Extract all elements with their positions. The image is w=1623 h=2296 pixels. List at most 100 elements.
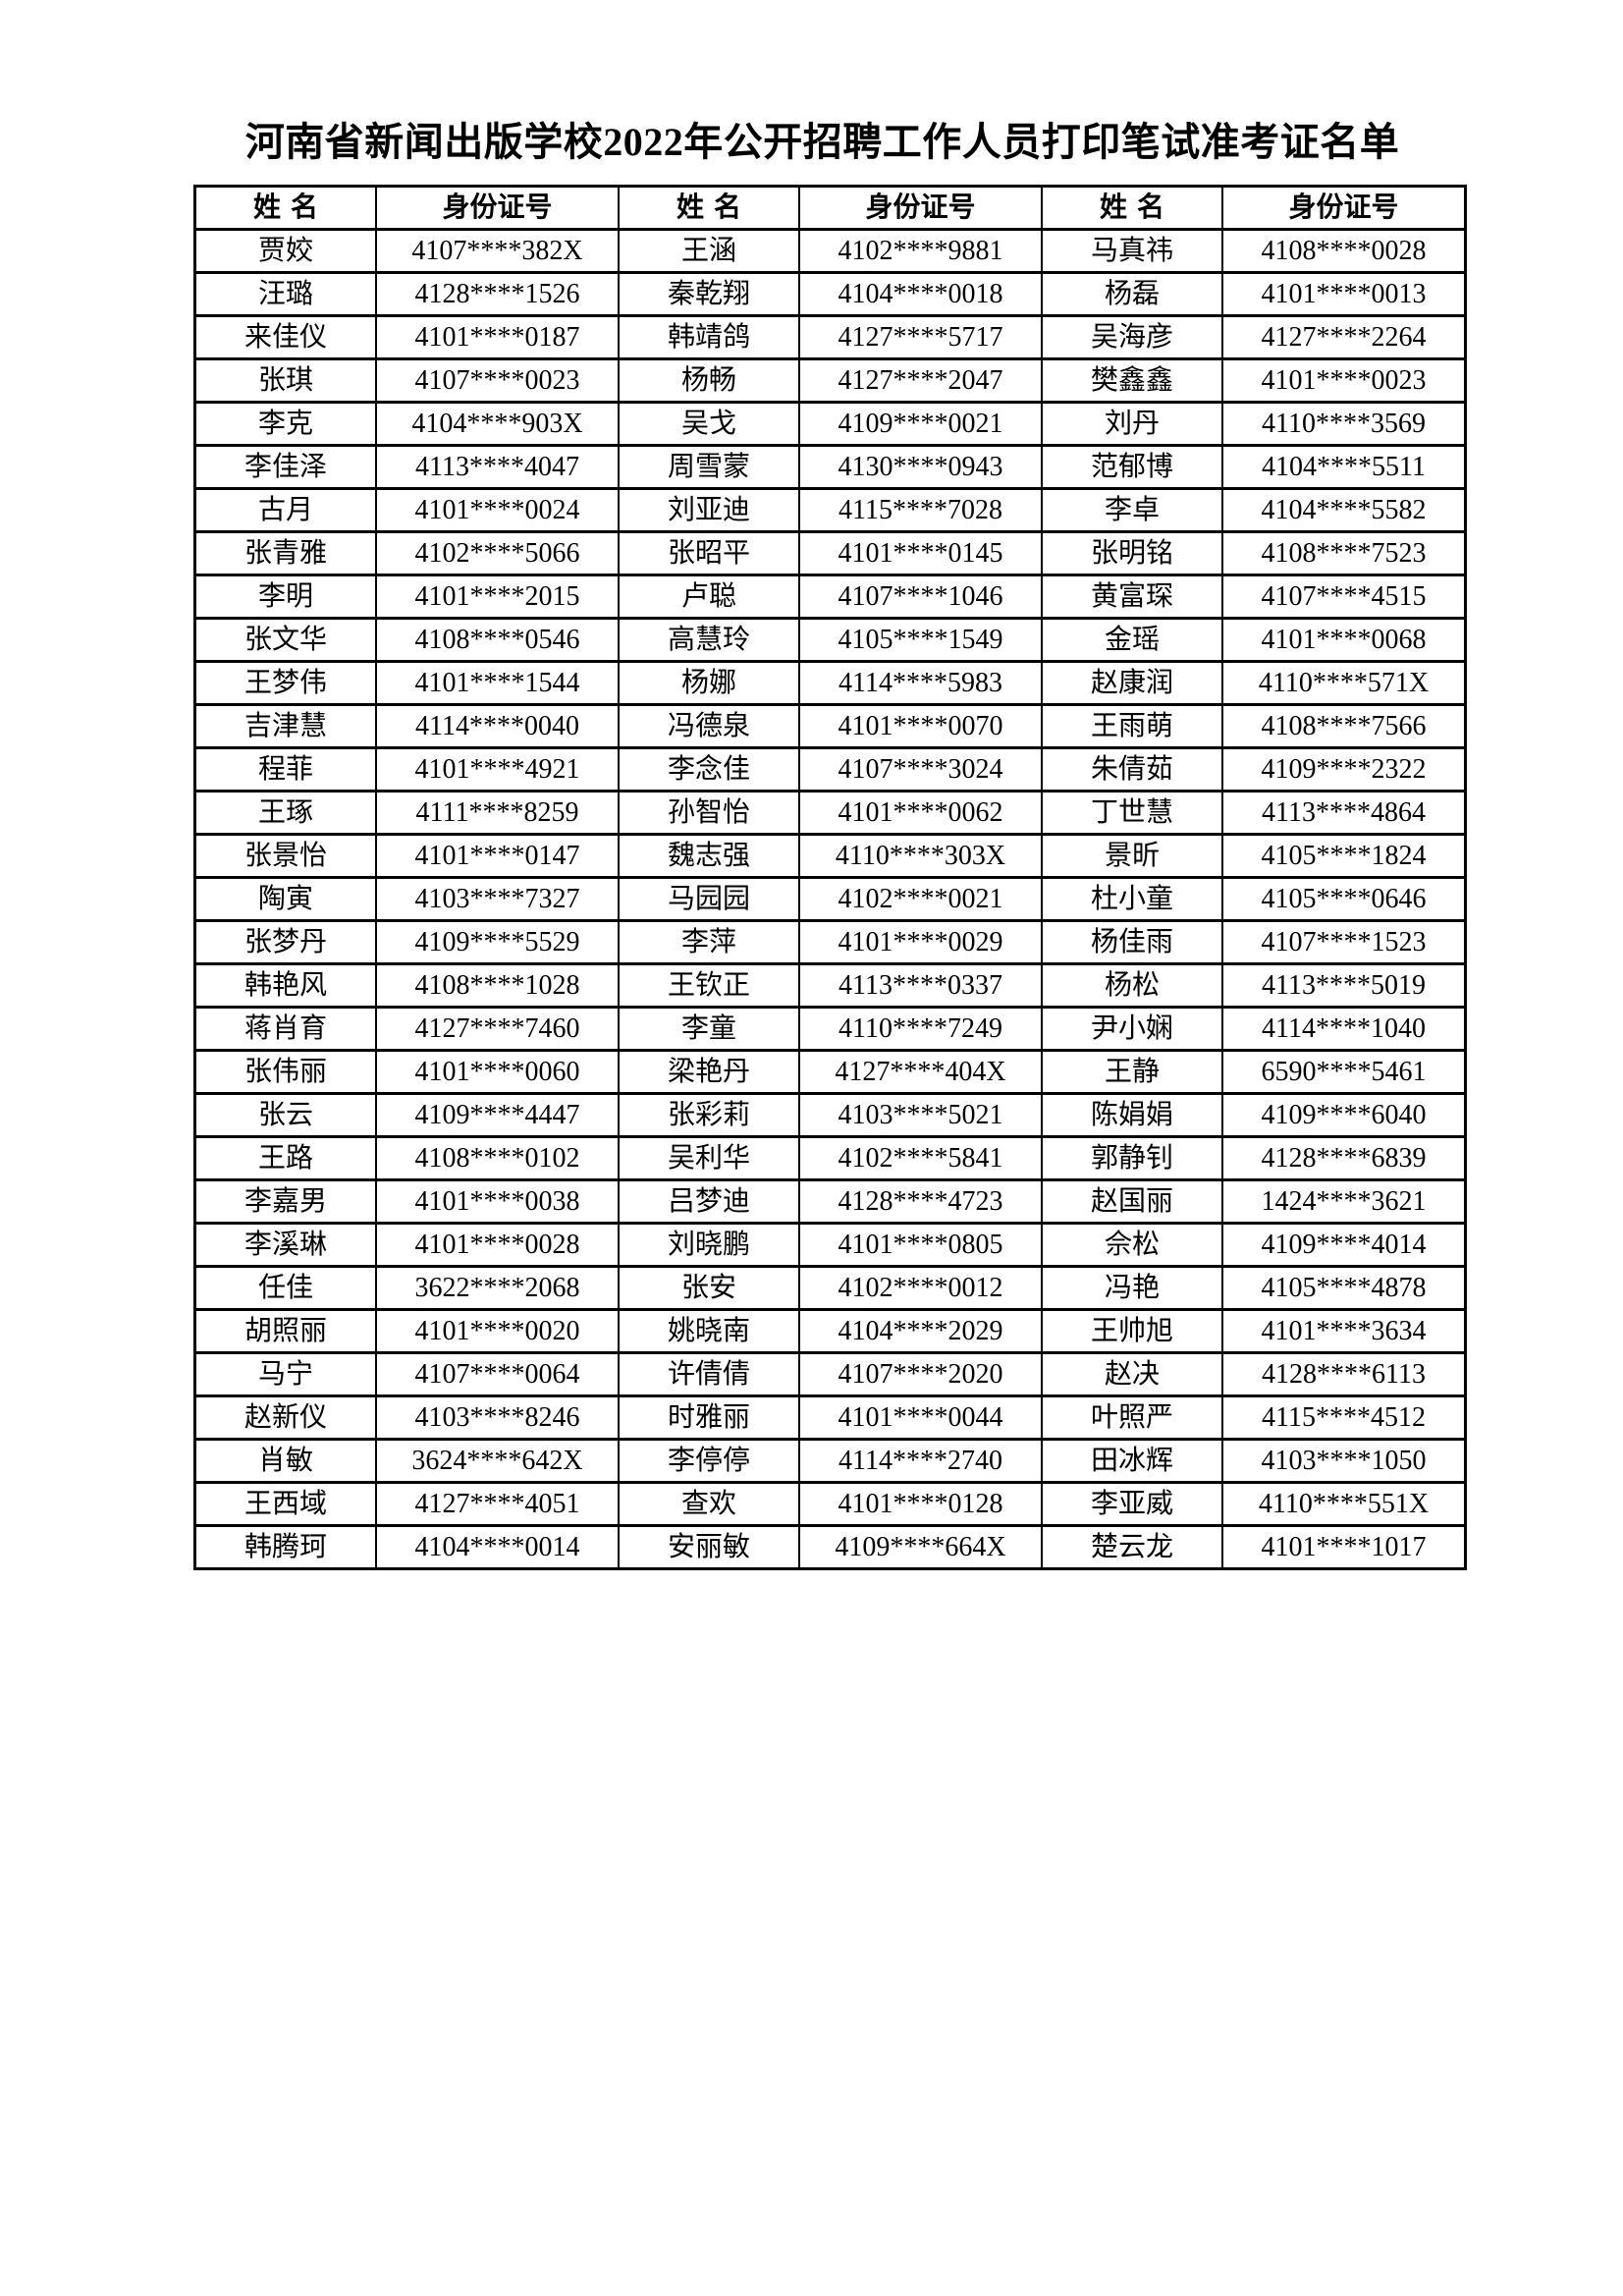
name-cell: 张琪 bbox=[193, 357, 377, 404]
name-cell: 查欢 bbox=[618, 1481, 800, 1527]
name-cell: 金瑶 bbox=[1041, 617, 1223, 663]
id-cell: 4128****6113 bbox=[1221, 1351, 1467, 1397]
table-row: 张琪 4107****0023 杨畅 4127****2047 樊鑫鑫 4101****0… bbox=[193, 357, 1467, 404]
id-cell: 4101****0013 bbox=[1221, 271, 1467, 317]
name-cell: 王静 bbox=[1041, 1049, 1223, 1095]
id-cell: 4111****8259 bbox=[375, 790, 620, 836]
name-cell: 王琢 bbox=[193, 790, 377, 836]
name-cell: 秦乾翔 bbox=[618, 271, 800, 317]
id-cell: 4109****4447 bbox=[375, 1092, 620, 1138]
roster-table-container: 姓名 身份证号 姓名 身份证号 姓名 身份证号 贾姣 4107****382X 王涵 4102*… bbox=[193, 185, 1467, 1570]
table-row: 吉津慧 4114****0040 冯德泉 4101****0070 王雨萌 4108***… bbox=[193, 703, 1467, 749]
name-cell: 李溪琳 bbox=[193, 1222, 377, 1268]
name-cell: 马宁 bbox=[193, 1351, 377, 1397]
id-cell: 4104****2029 bbox=[798, 1308, 1043, 1354]
id-cell: 4101****1017 bbox=[1221, 1524, 1467, 1570]
name-cell: 梁艳丹 bbox=[618, 1049, 800, 1095]
name-cell: 任佳 bbox=[193, 1265, 377, 1311]
name-cell: 李佳泽 bbox=[193, 444, 377, 490]
name-cell: 张安 bbox=[618, 1265, 800, 1311]
table-row: 张青雅 4102****5066 张昭平 4101****0145 张明铭 4108***… bbox=[193, 530, 1467, 576]
id-cell: 4101****0028 bbox=[375, 1222, 620, 1268]
id-cell: 4127****5717 bbox=[798, 314, 1043, 360]
id-cell: 4101****0038 bbox=[375, 1178, 620, 1225]
name-cell: 樊鑫鑫 bbox=[1041, 357, 1223, 404]
name-cell: 叶照严 bbox=[1041, 1394, 1223, 1441]
name-cell: 李亚威 bbox=[1041, 1481, 1223, 1527]
id-cell: 4114****2740 bbox=[798, 1438, 1043, 1484]
name-cell: 胡照丽 bbox=[193, 1308, 377, 1354]
name-cell: 韩靖鸽 bbox=[618, 314, 800, 360]
id-cell: 4105****0646 bbox=[1221, 876, 1467, 922]
name-cell: 李停停 bbox=[618, 1438, 800, 1484]
id-cell: 1424****3621 bbox=[1221, 1178, 1467, 1225]
id-cell: 4107****1523 bbox=[1221, 919, 1467, 965]
table-row: 韩艳风 4108****1028 王钦正 4113****0337 杨松 4113****… bbox=[193, 962, 1467, 1009]
name-cell: 李明 bbox=[193, 574, 377, 620]
id-cell: 6590****5461 bbox=[1221, 1049, 1467, 1095]
id-cell: 4127****404X bbox=[798, 1049, 1043, 1095]
name-cell: 李克 bbox=[193, 401, 377, 447]
name-cell: 张明铭 bbox=[1041, 530, 1223, 576]
name-cell: 赵国丽 bbox=[1041, 1178, 1223, 1225]
name-cell: 周雪蒙 bbox=[618, 444, 800, 490]
id-cell: 4103****7327 bbox=[375, 876, 620, 922]
id-cell: 4115****4512 bbox=[1221, 1394, 1467, 1441]
table-row: 肖敏 3624****642X 李停停 4114****2740 田冰辉 4103****… bbox=[193, 1438, 1467, 1484]
table-row: 张伟丽 4101****0060 梁艳丹 4127****404X 王静 6590****… bbox=[193, 1049, 1467, 1095]
name-cell: 马真祎 bbox=[1041, 228, 1223, 274]
table-row: 张文华 4108****0546 高慧玲 4105****1549 金瑶 4101****… bbox=[193, 617, 1467, 663]
name-cell: 杜小童 bbox=[1041, 876, 1223, 922]
name-cell: 赵决 bbox=[1041, 1351, 1223, 1397]
table-row: 赵新仪 4103****8246 时雅丽 4101****0044 叶照严 4115***… bbox=[193, 1394, 1467, 1441]
name-cell: 马园园 bbox=[618, 876, 800, 922]
id-cell: 4107****4515 bbox=[1221, 574, 1467, 620]
name-cell: 张梦丹 bbox=[193, 919, 377, 965]
name-cell: 李萍 bbox=[618, 919, 800, 965]
name-cell: 郭静钊 bbox=[1041, 1135, 1223, 1181]
id-cell: 4104****0018 bbox=[798, 271, 1043, 317]
id-cell: 4110****303X bbox=[798, 833, 1043, 879]
id-cell: 4104****903X bbox=[375, 401, 620, 447]
name-cell: 赵新仪 bbox=[193, 1394, 377, 1441]
table-row: 李溪琳 4101****0028 刘晓鹏 4101****0805 佘松 4109****… bbox=[193, 1222, 1467, 1268]
id-cell: 4101****3634 bbox=[1221, 1308, 1467, 1354]
name-cell: 楚云龙 bbox=[1041, 1524, 1223, 1570]
table-row: 马宁 4107****0064 许倩倩 4107****2020 赵决 4128****6… bbox=[193, 1351, 1467, 1397]
name-cell: 丁世慧 bbox=[1041, 790, 1223, 836]
id-cell: 4109****5529 bbox=[375, 919, 620, 965]
id-cell: 4114****1040 bbox=[1221, 1006, 1467, 1052]
id-cell: 4101****0128 bbox=[798, 1481, 1043, 1527]
id-cell: 3624****642X bbox=[375, 1438, 620, 1484]
name-cell: 李童 bbox=[618, 1006, 800, 1052]
name-cell: 贾姣 bbox=[193, 228, 377, 274]
id-cell: 4108****0102 bbox=[375, 1135, 620, 1181]
header-row: 姓名 身份证号 姓名 身份证号 姓名 身份证号 bbox=[193, 185, 1467, 231]
name-cell: 范郁博 bbox=[1041, 444, 1223, 490]
table-row: 王西域 4127****4051 查欢 4101****0128 李亚威 4110****… bbox=[193, 1481, 1467, 1527]
id-cell: 4127****7460 bbox=[375, 1006, 620, 1052]
id-cell: 4128****6839 bbox=[1221, 1135, 1467, 1181]
id-cell: 4104****0014 bbox=[375, 1524, 620, 1570]
table-row: 张景怡 4101****0147 魏志强 4110****303X 景昕 4105****… bbox=[193, 833, 1467, 879]
id-cell: 4107****0023 bbox=[375, 357, 620, 404]
name-cell: 朱倩茹 bbox=[1041, 746, 1223, 793]
name-cell: 安丽敏 bbox=[618, 1524, 800, 1570]
id-cell: 4110****551X bbox=[1221, 1481, 1467, 1527]
table-row: 程菲 4101****4921 李念佳 4107****3024 朱倩茹 4109****… bbox=[193, 746, 1467, 793]
id-cell: 3622****2068 bbox=[375, 1265, 620, 1311]
table-row: 王路 4108****0102 吴利华 4102****5841 郭静钊 4128****… bbox=[193, 1135, 1467, 1181]
name-cell: 景昕 bbox=[1041, 833, 1223, 879]
name-column-header: 姓名 bbox=[1041, 185, 1223, 231]
name-cell: 张伟丽 bbox=[193, 1049, 377, 1095]
name-cell: 王帅旭 bbox=[1041, 1308, 1223, 1354]
id-cell: 4108****0546 bbox=[375, 617, 620, 663]
id-cell: 4113****4864 bbox=[1221, 790, 1467, 836]
id-cell: 4102****9881 bbox=[798, 228, 1043, 274]
id-cell: 4101****0060 bbox=[375, 1049, 620, 1095]
name-cell: 陶寅 bbox=[193, 876, 377, 922]
name-cell: 古月 bbox=[193, 487, 377, 533]
id-cell: 4130****0943 bbox=[798, 444, 1043, 490]
name-cell: 卢聪 bbox=[618, 574, 800, 620]
id-cell: 4110****3569 bbox=[1221, 401, 1467, 447]
